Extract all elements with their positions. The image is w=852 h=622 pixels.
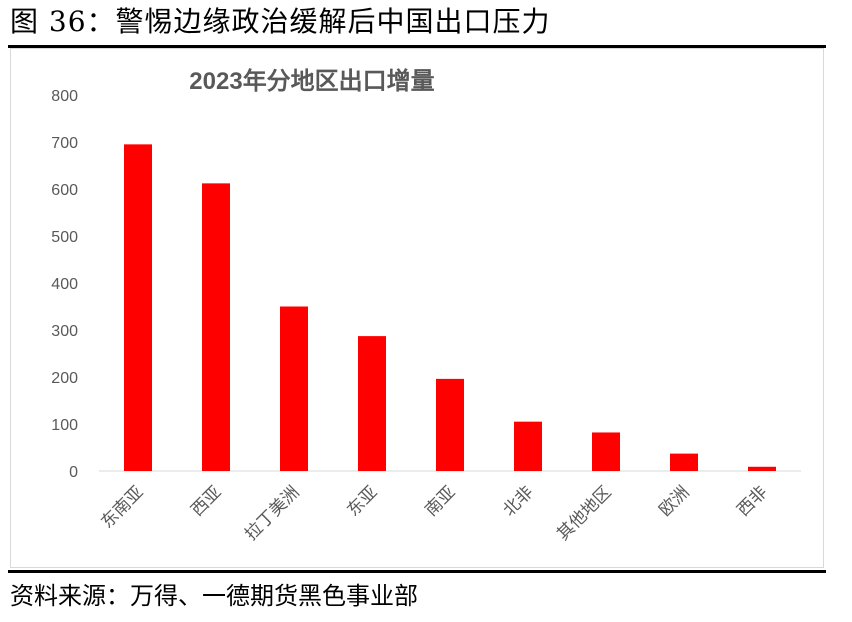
y-tick-label: 800 <box>51 88 78 105</box>
x-tick-label: 西亚 <box>187 482 224 519</box>
bar-9 <box>748 466 776 471</box>
y-tick-label: 400 <box>51 276 78 293</box>
x-tick-label: 南亚 <box>421 482 458 519</box>
bar-chart: 2023年分地区出口增量 0 100 200 300 400 500 600 700 800 东南亚… <box>51 67 801 544</box>
bar-2 <box>202 183 230 472</box>
y-tick-label: 0 <box>69 464 78 481</box>
source-note: 资料来源：万得、一德期货黑色事业部 <box>10 582 418 610</box>
figure-title: 图 36：警惕边缘政治缓解后中国出口压力 <box>10 5 551 38</box>
bar-1 <box>124 144 152 471</box>
x-tick-label: 拉丁美洲 <box>241 482 303 544</box>
y-tick-label: 300 <box>51 323 78 340</box>
chart-area: 2023年分地区出口增量 0 100 200 300 400 500 600 700 800 东南亚… <box>10 48 824 568</box>
bar-6 <box>514 421 542 471</box>
bar-3 <box>280 306 308 471</box>
bar-4 <box>358 336 386 471</box>
x-tick-label: 其他地区 <box>553 482 615 544</box>
x-tick-label: 欧洲 <box>655 482 692 519</box>
x-tick-label: 东南亚 <box>97 482 146 531</box>
y-tick-label: 500 <box>51 229 78 246</box>
chart-title: 2023年分地区出口增量 <box>189 67 434 95</box>
y-tick-label: 600 <box>51 182 78 199</box>
y-tick-label: 700 <box>51 135 78 152</box>
y-tick-label: 200 <box>51 370 78 387</box>
x-tick-label: 西非 <box>733 482 770 519</box>
x-tick-label: 东亚 <box>343 482 380 519</box>
x-tick-label: 北非 <box>499 482 536 519</box>
bar-8 <box>670 453 698 471</box>
bottom-rule <box>8 570 826 573</box>
y-tick-label: 100 <box>51 417 78 434</box>
top-rule <box>8 45 826 48</box>
bar-5 <box>436 378 464 471</box>
bar-7 <box>592 432 620 471</box>
